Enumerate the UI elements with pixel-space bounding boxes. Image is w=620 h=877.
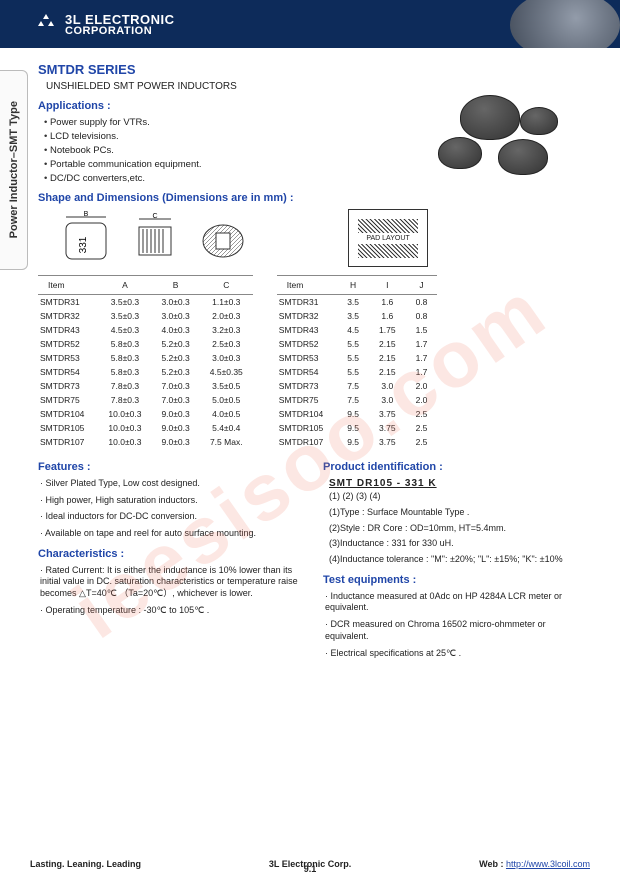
logo-icon [35, 13, 57, 35]
feature-item: Silver Plated Type, Low cost designed. [40, 478, 305, 490]
pid-item: (3)Inductance : 331 for 330 uH. [329, 538, 590, 550]
table-row: SMTDR323.51.60.8 [277, 309, 438, 323]
svg-text:B: B [84, 211, 89, 218]
table-row: SMTDR535.8±0.35.2±0.33.0±0.3 [38, 351, 253, 365]
pad-layout-diagram: PAD LAYOUT [348, 209, 428, 267]
table-row: SMTDR525.8±0.35.2±0.32.5±0.3 [38, 337, 253, 351]
footer-right: Web : http://www.3lcoil.com [479, 859, 590, 869]
table-row: SMTDR313.5±0.33.0±0.31.1±0.3 [38, 295, 253, 310]
section-product-id: Product identification : [323, 461, 590, 473]
svg-text:331: 331 [78, 236, 89, 253]
series-title: SMTDR SERIES [38, 62, 590, 77]
table-row: SMTDR10710.0±0.39.0±0.37.5 Max. [38, 435, 253, 449]
company-name: 3L ELECTRONIC CORPORATION [65, 12, 175, 37]
pid-item: (2)Style : DR Core : OD=10mm, HT=5.4mm. [329, 523, 590, 535]
table-row: SMTDR757.53.02.0 [277, 393, 438, 407]
diagram-top: 331 B [58, 211, 113, 266]
footer: Lasting. Leaning. Leading 3L Electronic … [30, 859, 590, 869]
shape-diagrams: 331 B C PAD LAYOUT [58, 209, 590, 267]
test-eq-item: Electrical specifications at 25℃ . [325, 648, 590, 660]
test-equipment-list: Inductance measured at 0Adc on HP 4284A … [325, 591, 590, 659]
section-test-eq: Test equipments : [323, 574, 590, 586]
table-row: SMTDR1059.53.752.5 [277, 421, 438, 435]
characteristic-item: Rated Current: It is either the inductan… [40, 565, 305, 600]
section-characteristics: Characteristics : [38, 548, 305, 560]
table-row: SMTDR434.5±0.34.0±0.33.2±0.3 [38, 323, 253, 337]
pid-item: (1)Type : Surface Mountable Type . [329, 507, 590, 519]
footer-left: Lasting. Leaning. Leading [30, 859, 141, 869]
side-tab-label: Power Inductor–SMT Type [8, 101, 20, 238]
diagram-side: C [133, 211, 178, 266]
table-row: SMTDR434.51.751.5 [277, 323, 438, 337]
feature-item: High power, High saturation inductors. [40, 495, 305, 507]
table-row: SMTDR313.51.60.8 [277, 295, 438, 310]
header-banner: 3L ELECTRONIC CORPORATION [0, 0, 620, 48]
table-row: SMTDR535.52.151.7 [277, 351, 438, 365]
table-row: SMTDR757.8±0.37.0±0.35.0±0.5 [38, 393, 253, 407]
table-row: SMTDR1079.53.752.5 [277, 435, 438, 449]
pad-layout-label: PAD LAYOUT [366, 235, 409, 242]
table-row: SMTDR737.53.02.0 [277, 379, 438, 393]
table-row: SMTDR323.5±0.33.0±0.32.0±0.3 [38, 309, 253, 323]
pid-items: (1)Type : Surface Mountable Type . (2)Sty… [329, 507, 590, 566]
globe-graphic [510, 0, 620, 48]
pid-code: SMT DR105 - 331 K [329, 478, 590, 489]
table-row: SMTDR525.52.151.7 [277, 337, 438, 351]
characteristic-item: Operating temperature : -30℃ to 105℃ . [40, 605, 305, 617]
dimensions-table-abc: ItemABC SMTDR313.5±0.33.0±0.31.1±0.3SMTD… [38, 275, 253, 449]
table-row: SMTDR10510.0±0.39.0±0.35.4±0.4 [38, 421, 253, 435]
feature-item: Available on tape and reel for auto surf… [40, 528, 305, 540]
side-tab: Power Inductor–SMT Type [0, 70, 28, 270]
features-list: Silver Plated Type, Low cost designed. Hi… [40, 478, 305, 540]
table-row: SMTDR737.8±0.37.0±0.33.5±0.5 [38, 379, 253, 393]
table-row: SMTDR10410.0±0.39.0±0.34.0±0.5 [38, 407, 253, 421]
table-row: SMTDR1049.53.752.5 [277, 407, 438, 421]
table-row: SMTDR545.8±0.35.2±0.34.5±0.35 [38, 365, 253, 379]
dimensions-table-hij: ItemHIJ SMTDR313.51.60.8SMTDR323.51.60.8… [277, 275, 438, 449]
page-number: 9.1 [304, 864, 317, 874]
diagram-bottom [198, 211, 248, 266]
characteristics-list: Rated Current: It is either the inductan… [40, 565, 305, 617]
pid-legend: (1) (2) (3) (4) [329, 491, 590, 501]
web-link[interactable]: http://www.3lcoil.com [506, 859, 590, 869]
section-shape: Shape and Dimensions (Dimensions are in … [38, 192, 590, 204]
test-eq-item: Inductance measured at 0Adc on HP 4284A … [325, 591, 590, 614]
svg-text:C: C [152, 213, 157, 220]
product-photo [420, 95, 570, 185]
test-eq-item: DCR measured on Chroma 16502 micro-ohmme… [325, 619, 590, 642]
pid-item: (4)Inductance tolerance : "M": ±20%; "L"… [329, 554, 590, 566]
subtitle: UNSHIELDED SMT POWER INDUCTORS [46, 81, 590, 92]
section-features: Features : [38, 461, 305, 473]
table-row: SMTDR545.52.151.7 [277, 365, 438, 379]
feature-item: Ideal inductors for DC-DC conversion. [40, 511, 305, 523]
